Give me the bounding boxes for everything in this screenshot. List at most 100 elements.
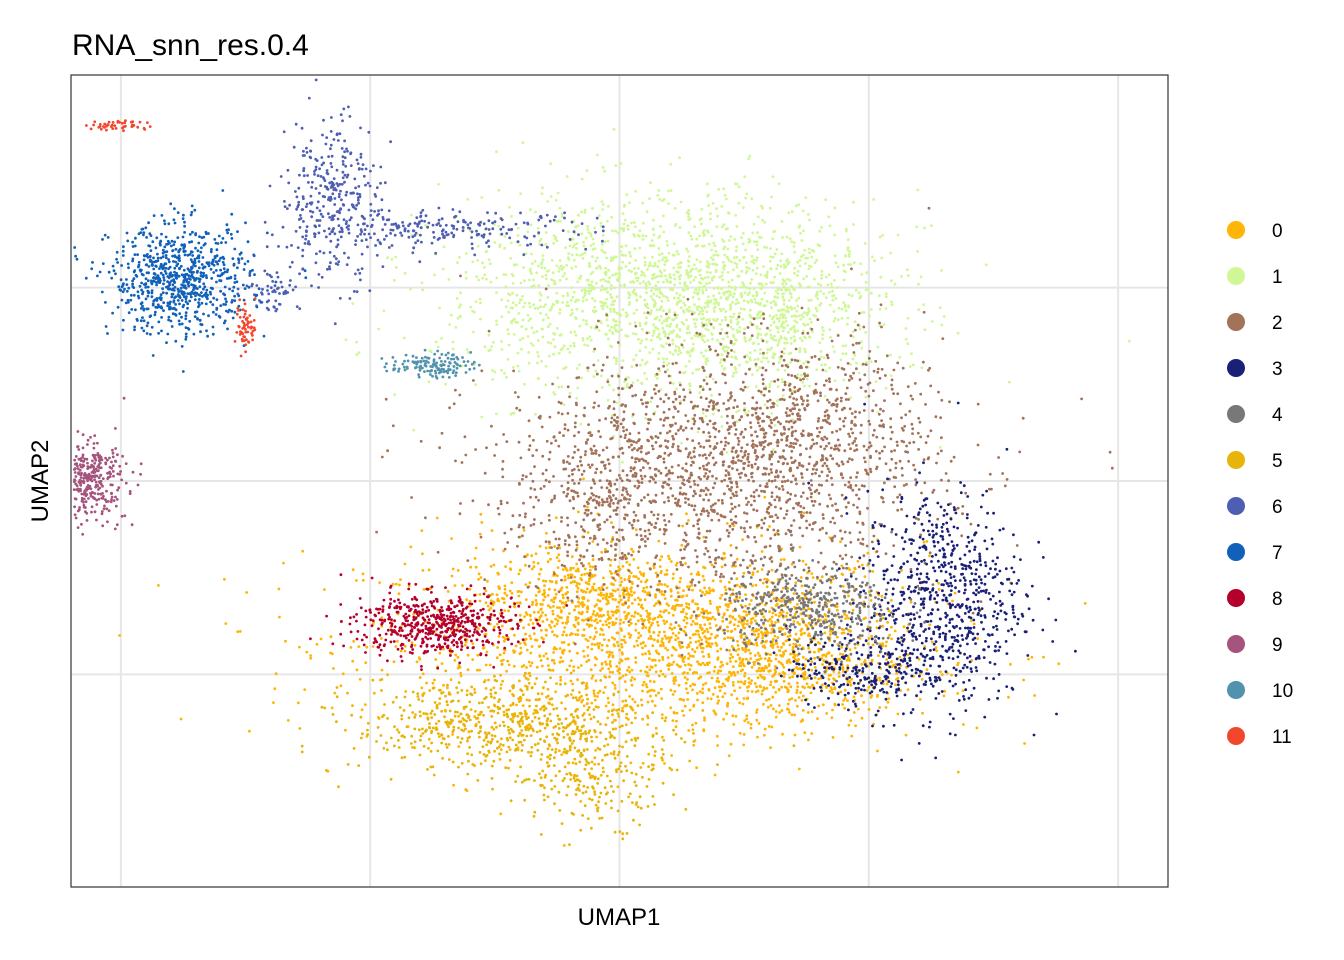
point-series-1 <box>797 296 801 300</box>
point-series-0 <box>841 573 845 576</box>
point-series-1 <box>592 287 596 291</box>
point-series-2 <box>732 406 736 409</box>
point-series-1 <box>713 298 716 301</box>
point-series-1 <box>659 292 663 296</box>
point-series-0 <box>898 655 902 659</box>
point-series-0 <box>769 680 773 684</box>
point-series-0 <box>608 675 611 679</box>
point-series-1 <box>717 301 720 305</box>
point-series-0 <box>682 714 686 717</box>
point-series-1 <box>687 255 691 258</box>
point-series-0 <box>940 673 944 677</box>
point-series-0 <box>839 540 842 544</box>
point-series-0 <box>840 631 844 635</box>
point-series-1 <box>779 265 783 268</box>
point-series-1 <box>447 278 451 281</box>
point-series-1 <box>726 257 730 260</box>
point-series-0 <box>530 554 534 558</box>
point-series-1 <box>822 292 826 296</box>
point-series-0 <box>766 631 770 635</box>
point-series-0 <box>786 635 790 638</box>
point-series-0 <box>660 713 664 716</box>
point-series-0 <box>641 683 645 687</box>
point-series-0 <box>674 604 677 608</box>
point-series-1 <box>748 154 752 158</box>
point-series-0 <box>582 649 585 653</box>
point-series-1 <box>721 271 724 274</box>
point-series-0 <box>631 550 635 553</box>
point-series-1 <box>549 341 553 345</box>
point-series-0 <box>223 577 226 581</box>
point-series-0 <box>694 640 698 644</box>
point-series-1 <box>851 330 855 333</box>
point-series-1 <box>833 254 837 258</box>
point-series-1 <box>599 266 602 270</box>
point-series-1 <box>743 175 747 179</box>
point-series-0 <box>720 593 724 597</box>
point-series-1 <box>662 357 665 361</box>
point-series-1 <box>741 317 745 321</box>
point-series-0 <box>649 694 652 698</box>
point-series-0 <box>567 576 570 580</box>
point-series-0 <box>683 615 687 619</box>
point-series-1 <box>713 244 717 248</box>
point-series-1 <box>563 272 567 275</box>
point-series-0 <box>649 623 653 627</box>
point-series-2 <box>580 463 583 467</box>
point-series-0 <box>682 698 686 702</box>
point-series-0 <box>837 675 841 678</box>
point-series-1 <box>769 301 773 305</box>
point-series-1 <box>859 294 863 298</box>
point-series-0 <box>629 618 632 621</box>
point-series-1 <box>676 313 679 317</box>
point-series-1 <box>771 175 775 179</box>
point-series-0 <box>602 613 605 617</box>
point-series-1 <box>382 309 386 313</box>
point-series-0 <box>841 703 844 706</box>
point-series-1 <box>655 294 659 298</box>
point-series-0 <box>572 665 576 669</box>
point-series-0 <box>769 653 772 657</box>
point-series-1 <box>722 266 725 269</box>
point-series-0 <box>587 658 591 662</box>
point-series-0 <box>577 666 580 669</box>
point-series-2 <box>757 494 761 498</box>
point-series-1 <box>890 303 894 307</box>
point-series-1 <box>667 189 670 193</box>
point-series-1 <box>781 315 785 318</box>
point-series-1 <box>498 245 502 249</box>
point-series-1 <box>671 338 675 342</box>
point-series-1 <box>916 250 919 253</box>
point-series-0 <box>534 599 538 602</box>
point-series-0 <box>628 636 632 639</box>
point-series-1 <box>784 337 788 341</box>
point-series-1 <box>599 374 603 378</box>
point-series-0 <box>498 587 502 590</box>
point-series-0 <box>942 694 946 698</box>
point-series-0 <box>972 622 976 626</box>
point-series-1 <box>609 310 613 313</box>
point-series-2 <box>639 534 643 537</box>
point-series-0 <box>298 645 301 649</box>
point-series-1 <box>765 351 769 355</box>
point-series-0 <box>525 613 529 616</box>
point-series-2 <box>680 343 684 347</box>
point-series-1 <box>795 315 798 318</box>
point-series-1 <box>705 323 709 327</box>
point-series-1 <box>668 273 672 276</box>
point-series-0 <box>654 726 658 730</box>
point-series-0 <box>556 619 560 623</box>
point-series-1 <box>648 197 651 201</box>
point-series-1 <box>753 240 756 244</box>
point-series-0 <box>591 565 595 569</box>
point-series-0 <box>713 636 717 639</box>
point-series-1 <box>575 367 579 370</box>
point-series-0 <box>667 604 670 607</box>
point-series-0 <box>681 672 685 675</box>
point-series-2 <box>810 499 814 503</box>
point-series-1 <box>747 157 750 161</box>
point-series-0 <box>828 689 832 693</box>
point-series-1 <box>801 209 805 213</box>
point-series-1 <box>776 330 780 334</box>
point-series-1 <box>552 234 556 238</box>
